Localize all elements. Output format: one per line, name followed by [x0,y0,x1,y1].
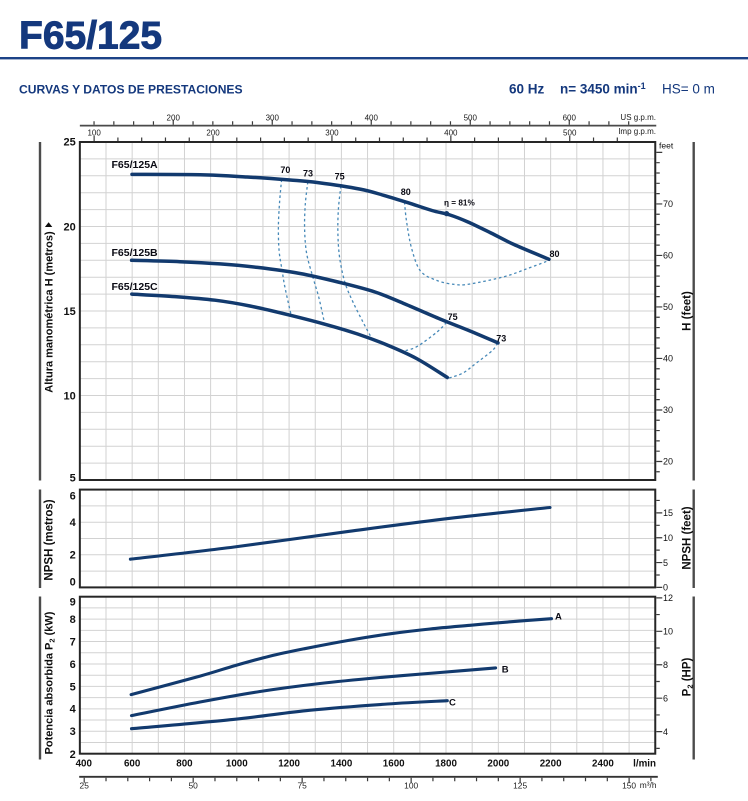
svg-text:2400: 2400 [592,759,614,770]
svg-text:500: 500 [563,129,577,138]
svg-text:NPSH (feet): NPSH (feet) [682,506,694,569]
svg-text:50: 50 [663,302,673,312]
svg-text:200: 200 [206,129,220,138]
svg-text:15: 15 [663,508,673,518]
svg-text:400: 400 [76,759,93,770]
svg-text:2200: 2200 [540,759,562,770]
svg-text:80: 80 [549,249,559,259]
svg-text:9: 9 [70,596,76,608]
svg-text:73: 73 [303,169,313,179]
svg-text:US g.p.m.: US g.p.m. [620,113,656,122]
svg-text:200: 200 [167,114,181,123]
svg-text:6: 6 [70,659,76,671]
svg-text:NPSH (metros): NPSH (metros) [44,499,56,580]
svg-text:l/min: l/min [633,759,656,770]
svg-text:500: 500 [464,114,478,123]
svg-text:B: B [502,665,509,676]
svg-text:400: 400 [444,129,458,138]
svg-text:600: 600 [563,114,577,123]
svg-text:η = 81%: η = 81% [444,198,475,207]
svg-text:125: 125 [513,780,527,790]
svg-text:20: 20 [64,221,76,233]
svg-text:300: 300 [266,114,280,123]
svg-text:100: 100 [404,780,418,790]
svg-text:10: 10 [663,627,673,637]
svg-text:H (feet): H (feet) [682,291,694,331]
svg-text:800: 800 [176,759,193,770]
svg-text:6: 6 [663,693,668,703]
svg-text:150: 150 [622,780,636,790]
svg-text:C: C [449,697,456,708]
svg-text:HS= 0 m: HS= 0 m [662,82,715,97]
svg-text:1800: 1800 [435,759,457,770]
svg-text:1200: 1200 [278,759,300,770]
svg-text:400: 400 [365,114,379,123]
svg-text:feet: feet [659,141,674,151]
svg-text:300: 300 [325,129,339,138]
svg-text:Altura manométrica H (metros): Altura manométrica H (metros) [44,231,56,393]
svg-text:0: 0 [663,583,668,593]
svg-text:75: 75 [448,312,458,322]
svg-text:0: 0 [70,576,76,588]
svg-text:F65/125B: F65/125B [112,247,159,259]
svg-text:A: A [555,612,562,623]
svg-text:3: 3 [70,726,76,738]
svg-text:n= 3450 min-1: n= 3450 min-1 [560,81,646,97]
svg-text:40: 40 [663,354,673,364]
svg-text:10: 10 [663,533,673,543]
svg-text:70: 70 [663,199,673,209]
svg-text:8: 8 [70,614,76,626]
svg-text:F65/125A: F65/125A [112,159,159,171]
svg-text:75: 75 [298,780,308,790]
svg-text:Imp g.p.m.: Imp g.p.m. [618,127,656,136]
svg-text:15: 15 [64,306,76,318]
svg-text:50: 50 [189,780,199,790]
svg-text:2000: 2000 [487,759,509,770]
svg-text:4: 4 [663,727,668,737]
svg-text:P2 (HP): P2 (HP) [682,658,695,697]
svg-text:8: 8 [663,660,668,670]
svg-text:F65/125C: F65/125C [112,281,159,293]
svg-text:30: 30 [663,405,673,415]
svg-text:4: 4 [70,517,77,529]
svg-text:5: 5 [663,558,668,568]
svg-text:75: 75 [335,172,345,182]
svg-text:60: 60 [663,251,673,261]
svg-text:73: 73 [496,334,506,344]
svg-text:70: 70 [280,165,290,175]
svg-text:m³/h: m³/h [640,780,657,790]
svg-text:2: 2 [70,749,76,761]
svg-text:600: 600 [124,759,141,770]
svg-text:6: 6 [70,490,76,502]
svg-text:25: 25 [80,780,90,790]
svg-text:20: 20 [663,457,673,467]
svg-text:1400: 1400 [331,759,353,770]
svg-text:60 Hz: 60 Hz [509,82,545,97]
svg-text:1000: 1000 [226,759,248,770]
svg-text:5: 5 [70,473,76,485]
svg-text:7: 7 [70,636,76,648]
svg-text:5: 5 [70,681,76,693]
svg-text:CURVAS Y DATOS DE PRESTACIONES: CURVAS Y DATOS DE PRESTACIONES [19,83,243,97]
svg-text:12: 12 [663,593,673,603]
svg-text:1600: 1600 [383,759,405,770]
svg-text:4: 4 [70,704,77,716]
svg-text:100: 100 [87,129,101,138]
svg-text:25: 25 [64,136,76,148]
svg-text:2: 2 [70,550,76,562]
svg-text:F65/125: F65/125 [19,15,162,58]
svg-text:10: 10 [64,390,76,402]
svg-text:80: 80 [401,187,411,197]
svg-text:Potencia absorbida P2 (kW): Potencia absorbida P2 (kW) [44,611,57,754]
